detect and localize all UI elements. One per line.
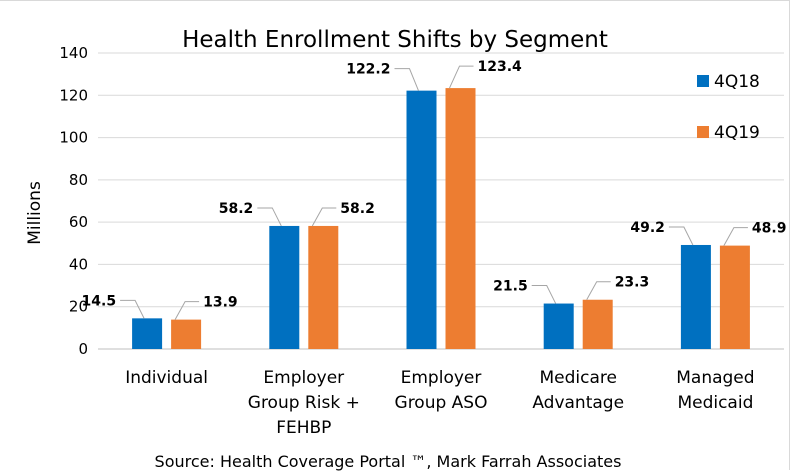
- legend-label-4q18: 4Q18: [714, 72, 760, 92]
- category-label: Advantage: [532, 393, 624, 413]
- bar-4q19-2: [445, 88, 476, 350]
- bar-4q19-0: [171, 319, 202, 349]
- bar-4q19-3: [582, 299, 613, 349]
- category-label: Group Risk +: [248, 393, 360, 413]
- data-label-4q19-3: 23.3: [615, 275, 650, 291]
- data-labels: 14.5 13.9 58.2 58.2 122.2 123.4 21.5 23.3 49.2 48…: [82, 59, 787, 311]
- leader-lines: [120, 65, 748, 320]
- y-tick-label: 100: [59, 129, 88, 147]
- leader-line: [394, 68, 419, 91]
- leader-line: [311, 207, 337, 227]
- category-label: Managed: [676, 368, 754, 388]
- leader-line: [257, 207, 282, 227]
- bar-4q18-0: [132, 318, 163, 349]
- bar-4q19-4: [719, 245, 750, 349]
- bar-4q18-2: [406, 90, 437, 350]
- y-tick-label: 60: [69, 213, 88, 231]
- category-label: Employer: [263, 368, 344, 388]
- category-label: Medicare: [539, 368, 616, 388]
- data-label-4q19-2: 123.4: [478, 59, 523, 75]
- y-tick-label: 20: [69, 298, 88, 316]
- y-tick-label: 80: [69, 171, 88, 189]
- data-label-4q18-2: 122.2: [346, 62, 390, 78]
- data-label-4q18-3: 21.5: [493, 279, 528, 295]
- leader-line: [449, 65, 474, 89]
- category-label: Individual: [125, 368, 208, 388]
- category-label: Medicaid: [677, 393, 753, 413]
- data-label-4q18-4: 49.2: [630, 220, 665, 236]
- category-label: Employer: [401, 368, 482, 388]
- chart-title: Health Enrollment Shifts by Segment: [182, 27, 608, 53]
- leader-line: [531, 285, 557, 304]
- leader-line: [120, 299, 145, 319]
- bar-4q18-1: [269, 225, 300, 349]
- leader-line: [586, 281, 611, 300]
- data-label-4q18-0: 14.5: [82, 293, 117, 309]
- leader-line: [723, 227, 748, 246]
- category-label: Group ASO: [395, 393, 488, 413]
- bar-4q18-4: [680, 244, 711, 349]
- y-axis-ticks: 0 20 40 60 80 100 120 140: [59, 44, 88, 358]
- leader-line: [174, 301, 200, 320]
- data-label-4q19-4: 48.9: [752, 221, 787, 237]
- data-label-4q19-1: 58.2: [340, 201, 375, 217]
- bar-4q19-1: [308, 225, 339, 349]
- bar-4q18-3: [543, 303, 574, 349]
- leader-line: [668, 226, 694, 246]
- y-tick-label: 0: [78, 340, 88, 358]
- gridlines: [98, 52, 784, 350]
- y-tick-label: 140: [59, 44, 88, 62]
- data-label-4q18-1: 58.2: [219, 201, 254, 217]
- category-label: FEHBP: [276, 418, 331, 438]
- y-tick-label: 120: [59, 86, 88, 104]
- source-note: Source: Health Coverage Portal ™, Mark F…: [155, 452, 622, 471]
- y-axis-label: Millions: [25, 181, 45, 245]
- legend-label-4q19: 4Q19: [714, 123, 760, 143]
- legend-swatch-4q19: [697, 126, 709, 138]
- bars: [132, 88, 750, 350]
- legend: 4Q18 4Q19: [697, 72, 760, 143]
- data-label-4q19-0: 13.9: [203, 295, 238, 311]
- legend-swatch-4q18: [697, 75, 709, 87]
- y-tick-label: 40: [69, 255, 88, 273]
- category-labels: Individual Employer Group Risk + FEHBP Emplo…: [125, 368, 754, 438]
